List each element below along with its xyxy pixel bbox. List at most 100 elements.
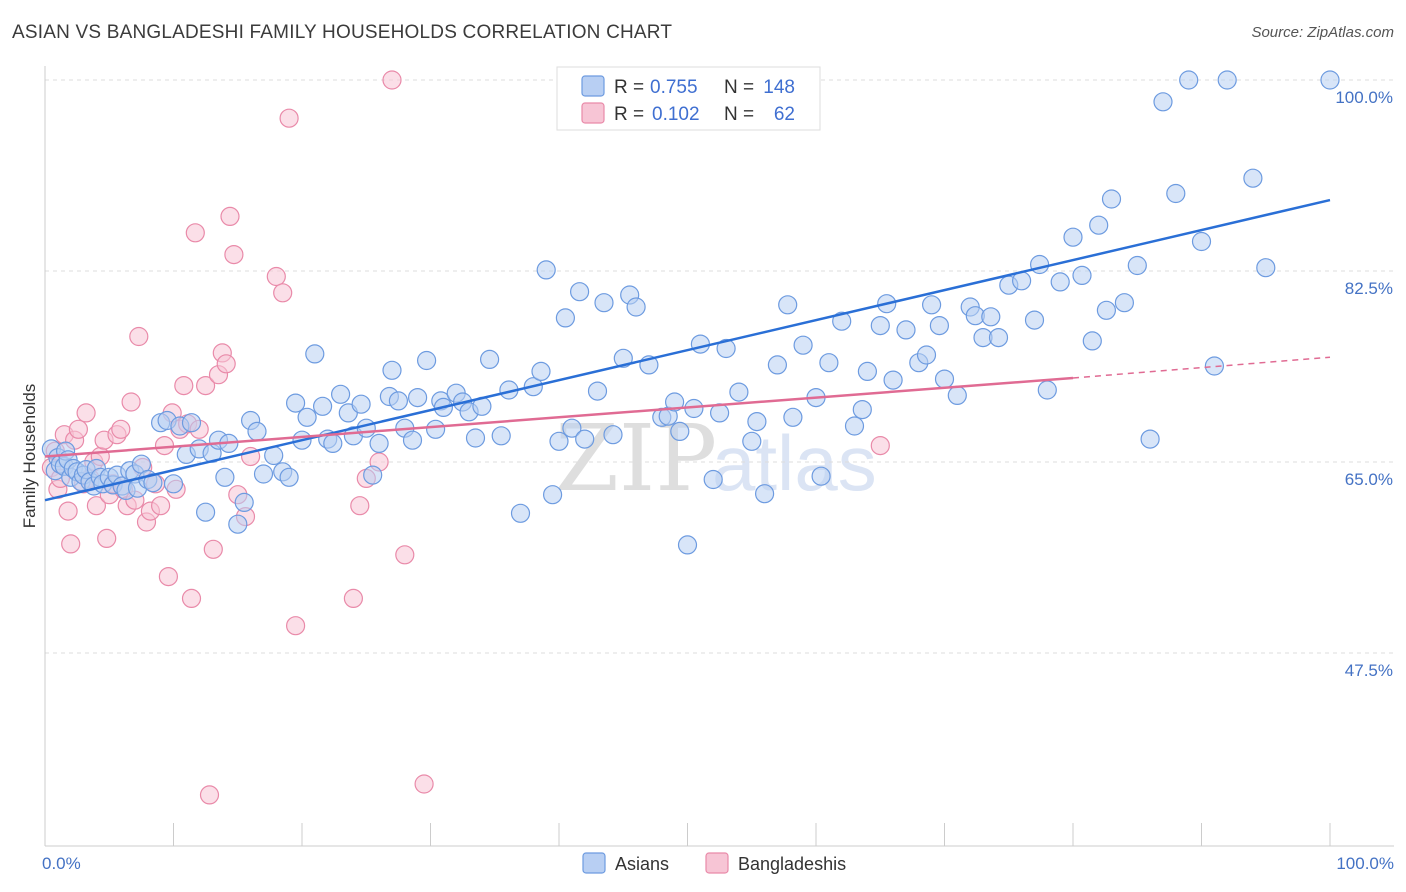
- y-tick-labels: 100.0% 82.5% 65.0% 47.5%: [1335, 88, 1393, 680]
- data-point: [754, 484, 775, 504]
- data-point: [747, 412, 767, 432]
- legend-swatch-bangladeshis: [581, 102, 605, 124]
- bottom-legend-swatch-bangladeshis: [705, 852, 729, 874]
- data-point: [916, 345, 937, 365]
- data-point: [857, 361, 878, 381]
- trend-lines: [44, 198, 1331, 502]
- y-tick-label: 82.5%: [1345, 279, 1393, 298]
- data-point: [68, 419, 89, 439]
- data-point: [626, 297, 646, 317]
- data-point: [228, 514, 248, 534]
- data-point: [163, 474, 184, 494]
- x-ticks: [44, 823, 1331, 846]
- legend-r-label-asians: R =: [614, 77, 644, 98]
- data-point: [181, 413, 202, 433]
- data-point: [742, 431, 762, 451]
- data-point: [1063, 227, 1083, 247]
- data-point: [220, 206, 240, 226]
- y-tick-label: 100.0%: [1335, 88, 1393, 107]
- x-tick-label-min: 0.0%: [42, 854, 81, 873]
- data-point: [783, 407, 803, 427]
- legend-n-label-bangladeshis: N =: [724, 104, 754, 125]
- data-point: [703, 469, 723, 490]
- trend-line-bangladeshis: [44, 376, 1074, 458]
- data-point: [86, 496, 107, 516]
- data-point: [388, 391, 408, 411]
- chart-title: ASIAN VS BANGLADESHI FAMILY HOUSEHOLDS C…: [12, 22, 673, 43]
- data-point: [670, 421, 690, 441]
- trend-line-bangladeshis-extension: [1072, 356, 1331, 379]
- data-point: [350, 496, 370, 516]
- data-point: [408, 388, 428, 408]
- data-point: [129, 326, 149, 347]
- data-point: [351, 394, 371, 414]
- data-point: [356, 418, 376, 438]
- data-point: [844, 416, 865, 436]
- data-point: [414, 774, 434, 794]
- y-tick-label: 47.5%: [1345, 661, 1393, 680]
- data-point: [286, 393, 306, 413]
- data-point: [58, 501, 78, 521]
- data-point: [832, 311, 852, 331]
- legend-swatch-asians: [581, 75, 605, 97]
- data-point: [947, 385, 967, 405]
- data-point: [1082, 331, 1102, 351]
- data-point: [382, 70, 402, 90]
- watermark-zip: ZIP: [555, 405, 717, 512]
- y-tick-label: 65.0%: [1345, 470, 1393, 489]
- data-point: [480, 349, 500, 369]
- data-point: [273, 283, 293, 303]
- data-point: [1204, 356, 1225, 376]
- bottom-legend-label-bangladeshis: Bangladeshis: [738, 854, 846, 874]
- legend-n-label-asians: N =: [724, 77, 754, 98]
- data-point: [870, 316, 890, 336]
- data-point: [196, 502, 216, 522]
- data-point: [266, 266, 286, 287]
- data-point: [778, 295, 798, 315]
- data-point: [819, 353, 839, 373]
- legend-r-bangladeshis: 0.102: [652, 104, 700, 125]
- data-point: [1101, 189, 1122, 209]
- data-point: [988, 328, 1009, 348]
- data-point: [542, 485, 563, 505]
- data-point: [921, 295, 942, 315]
- data-point: [1029, 254, 1050, 275]
- data-point: [1256, 258, 1276, 278]
- data-point: [111, 419, 131, 439]
- data-point: [61, 534, 81, 554]
- data-point: [154, 436, 175, 456]
- data-point: [870, 436, 890, 456]
- data-point: [852, 400, 872, 420]
- data-point: [1217, 70, 1237, 90]
- data-point: [196, 376, 216, 396]
- data-point: [883, 370, 903, 390]
- data-point: [224, 245, 244, 265]
- legend-r-label-bangladeshis: R =: [614, 104, 644, 125]
- data-point: [76, 403, 96, 423]
- data-point: [1037, 380, 1057, 400]
- data-point: [664, 392, 685, 412]
- data-point: [767, 355, 788, 375]
- data-point: [465, 428, 486, 448]
- data-point: [216, 354, 236, 374]
- x-tick-label-max: 100.0%: [1336, 854, 1394, 873]
- data-point: [313, 396, 333, 416]
- data-point: [215, 467, 235, 487]
- data-point: [562, 418, 582, 438]
- bottom-legend-label-asians: Asians: [615, 854, 669, 874]
- trend-line-asians: [44, 198, 1331, 502]
- data-point: [1072, 265, 1092, 285]
- data-point: [981, 307, 1001, 327]
- data-point: [395, 545, 415, 565]
- series-legend: Asians Bangladeshis: [582, 852, 846, 874]
- data-point: [369, 433, 389, 453]
- data-point: [510, 503, 531, 523]
- data-point: [297, 407, 317, 427]
- gridlines: [45, 79, 1394, 654]
- data-point: [1191, 231, 1212, 252]
- data-point: [382, 360, 402, 380]
- data-point: [1179, 70, 1199, 90]
- data-point: [151, 496, 171, 516]
- data-point: [549, 431, 569, 451]
